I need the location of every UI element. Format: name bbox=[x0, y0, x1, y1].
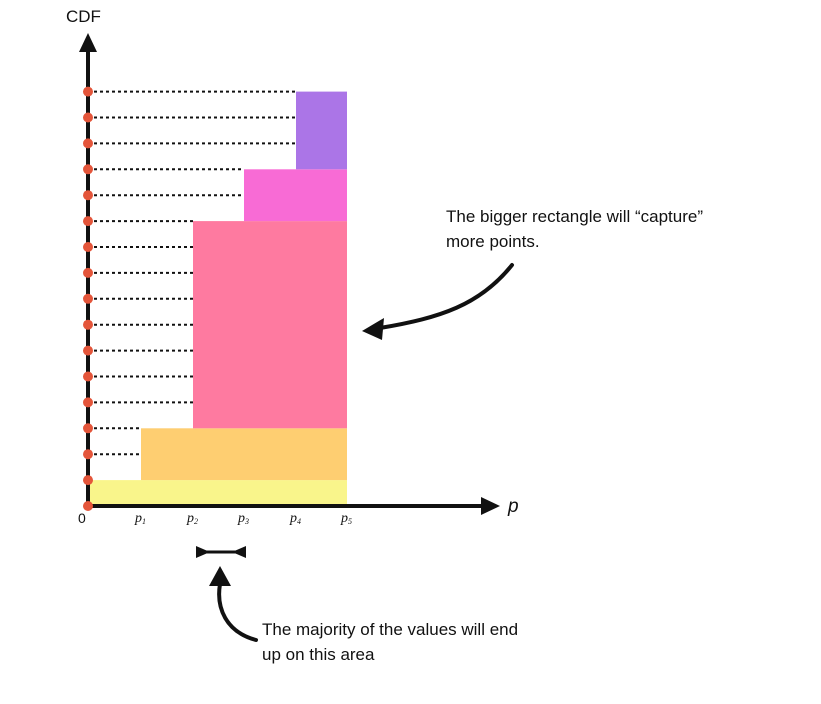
cdf-point bbox=[83, 501, 93, 511]
x-axis-arrowhead bbox=[481, 497, 500, 515]
band-yellow bbox=[88, 480, 347, 506]
cdf-point bbox=[83, 112, 93, 123]
x-tick-label: p4 bbox=[289, 511, 301, 526]
cdf-point bbox=[83, 475, 93, 486]
cdf-point bbox=[83, 319, 93, 330]
range-marker bbox=[196, 546, 246, 558]
cdf-point bbox=[83, 449, 93, 460]
cdf-point bbox=[83, 345, 93, 356]
band-pink bbox=[193, 221, 347, 429]
band-magenta bbox=[244, 169, 347, 222]
x-tick-label: p2 bbox=[186, 511, 198, 526]
capture-note-line1: The bigger rectangle will “capture” bbox=[446, 207, 703, 226]
majority-note-line2: up on this area bbox=[262, 645, 375, 664]
cdf-point bbox=[83, 138, 93, 149]
origin-label: 0 bbox=[78, 510, 86, 526]
x-tick-label: p5 bbox=[340, 511, 352, 526]
cdf-point bbox=[83, 164, 93, 175]
band-orange bbox=[141, 428, 347, 481]
cdf-point bbox=[83, 267, 93, 278]
cdf-point bbox=[83, 190, 93, 201]
x-tick-label: p3 bbox=[237, 511, 249, 526]
cdf-point bbox=[83, 397, 93, 408]
majority-note-line1: The majority of the values will end bbox=[262, 620, 518, 639]
cdf-points-layer bbox=[83, 86, 93, 511]
cdf-point bbox=[83, 216, 93, 227]
x-tick-label: p1 bbox=[134, 511, 146, 526]
majority-arrow bbox=[217, 582, 258, 642]
x-axis-title: p bbox=[507, 496, 519, 517]
bands-layer bbox=[88, 91, 347, 506]
cdf-point bbox=[83, 242, 93, 252]
y-axis-title: CDF bbox=[66, 7, 101, 26]
band-purple bbox=[296, 91, 347, 170]
y-axis-arrowhead bbox=[79, 33, 97, 52]
cdf-point bbox=[83, 423, 93, 434]
cdf-point bbox=[83, 371, 93, 382]
majority-arrow-head bbox=[209, 566, 231, 586]
x-tick-labels: p1 p2 p3 p4 p5 bbox=[134, 511, 352, 526]
capture-arrow bbox=[378, 263, 514, 330]
guides-layer bbox=[88, 90, 296, 456]
cdf-point bbox=[83, 86, 93, 97]
capture-arrow-head bbox=[362, 318, 384, 340]
capture-note-line2: more points. bbox=[446, 232, 540, 251]
cdf-point bbox=[83, 293, 93, 304]
